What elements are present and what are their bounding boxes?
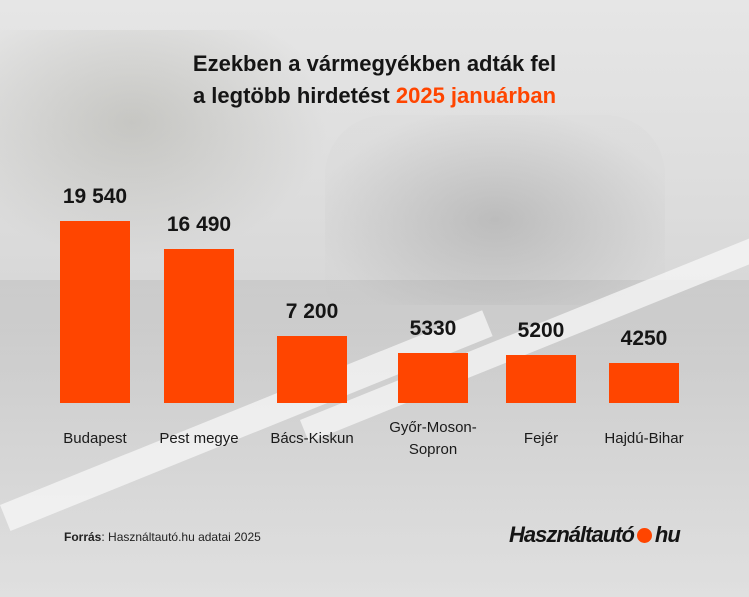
title-line-2: a legtöbb hirdetést 2025 januárban xyxy=(0,80,749,112)
logo-text-right: hu xyxy=(654,522,681,547)
bar xyxy=(277,335,347,403)
logo-dot-icon xyxy=(636,527,652,543)
category-label-line: Győr-Moson- xyxy=(389,419,477,436)
category-label: Bács-Kiskun xyxy=(242,428,382,450)
logo: Használtautó hu xyxy=(509,522,681,548)
bar xyxy=(609,363,679,403)
category-label-line: Hajdú-Bihar xyxy=(604,430,684,447)
bar xyxy=(60,221,130,403)
bar xyxy=(164,249,234,403)
category-label: Hajdú-Bihar xyxy=(574,428,714,450)
source-note: Forrás: Használtautó.hu adatai 2025 xyxy=(64,530,261,544)
category-label-line: Budapest xyxy=(63,430,127,447)
background-car xyxy=(325,115,665,305)
background-trees xyxy=(0,30,330,260)
bar xyxy=(506,354,576,403)
value-label: 5200 xyxy=(517,318,565,342)
title-line-1: Ezekben a vármegyékben adták fel xyxy=(192,51,557,76)
value-label: 16 490 xyxy=(166,213,232,237)
source-label: Forrás xyxy=(64,530,102,544)
source-text: : Használtautó.hu adatai 2025 xyxy=(101,530,261,544)
category-label-line: Sopron xyxy=(408,441,458,458)
category-label: Budapest xyxy=(25,428,165,450)
value-label: 19 540 xyxy=(62,185,128,208)
category-label-line: Pest megye xyxy=(159,430,239,447)
category-label: Győr-Moson- Sopron xyxy=(363,417,503,461)
bar xyxy=(398,353,468,403)
title-line-2-prefix: a legtöbb hirdetést xyxy=(192,83,390,108)
chart-title: Ezekben a vármegyékben adták fel a legtö… xyxy=(0,48,749,112)
category-label: Fejér xyxy=(471,428,611,450)
value-label: 7 200 xyxy=(285,299,339,323)
title-accent: 2025 januárban xyxy=(395,83,557,108)
category-label: Pest megye xyxy=(129,428,269,450)
category-label-line: Bács-Kiskun xyxy=(270,430,354,447)
category-label-line: Fejér xyxy=(523,430,559,447)
value-label: 5330 xyxy=(409,317,457,341)
logo-text-left: Használtautó xyxy=(509,522,635,547)
value-label: 4250 xyxy=(620,327,668,351)
